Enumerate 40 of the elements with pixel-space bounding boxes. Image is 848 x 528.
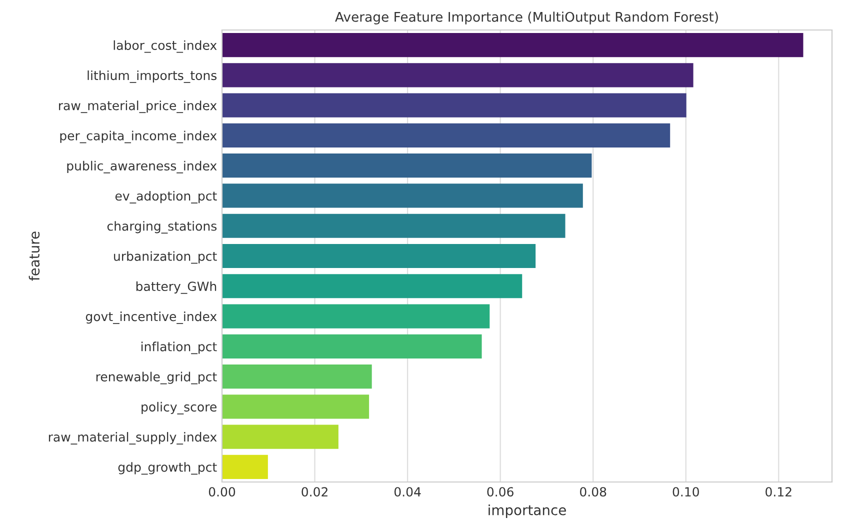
bar [222,244,536,268]
y-tick-label: per_capita_income_index [60,130,217,144]
y-tick-label: policy_score [142,402,216,414]
bar [222,33,804,58]
bar [222,93,686,118]
bar [222,274,522,298]
y-tick-label: labor_cost_index [114,40,217,53]
bar [222,154,592,178]
bar [222,63,694,88]
bar [222,123,670,148]
bar [222,424,338,449]
x-tick-label: 0.06 [487,487,514,497]
x-tick-label: 0.12 [766,487,792,497]
x-tick-label: 0.10 [672,487,699,497]
y-tick-label: battery_GWh [136,281,216,294]
bar [222,334,482,358]
bar [222,364,372,389]
y-tick-label: lithium_imports_tons [88,70,217,83]
bar [222,304,490,328]
y-tick-label: charging_stations [107,221,217,234]
y-tick-label: gdp_growth_pct [118,462,217,475]
x-tick-label: 0.02 [302,487,328,497]
y-tick-label: raw_material_supply_index [48,432,217,444]
x-tick-label: 0.00 [208,487,236,497]
bar [222,394,370,419]
y-tick-label: urbanization_pct [114,251,217,264]
y-tick-label: inflation_pct [141,342,217,354]
y-axis-title: feature [28,232,40,281]
y-tick-label: public_awareness_index [67,160,217,174]
x-tick-label: 0.04 [394,487,421,497]
bar [222,214,566,238]
y-tick-label: govt_incentive_index [86,312,217,324]
x-tick-label: 0.08 [580,487,606,497]
y-tick-label: renewable_grid_pct [96,372,217,384]
bar [222,454,268,479]
bar [222,184,583,208]
y-tick-label: ev_adoption_pct [115,190,217,204]
x-axis-title: importance [488,504,566,518]
chart-title: Average Feature Importance (MultiOutput Random Forest) [335,12,718,24]
y-tick-label: raw_material_price_index [59,100,217,114]
